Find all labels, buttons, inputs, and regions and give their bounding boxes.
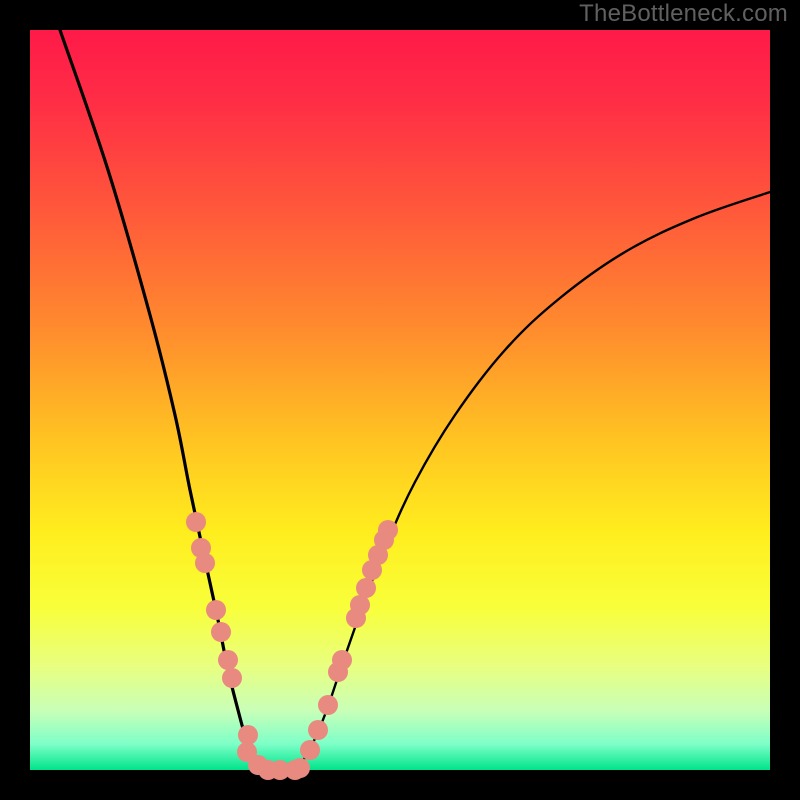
watermark-text: TheBottleneck.com — [579, 0, 788, 28]
bottleneck-chart-svg — [0, 0, 800, 800]
data-marker — [332, 650, 352, 670]
data-marker — [195, 553, 215, 573]
data-marker — [350, 595, 370, 615]
data-marker — [308, 720, 328, 740]
data-marker — [218, 650, 238, 670]
data-marker — [222, 668, 242, 688]
data-marker — [211, 622, 231, 642]
data-marker — [318, 695, 338, 715]
data-marker — [186, 512, 206, 532]
data-marker — [290, 758, 310, 778]
data-marker — [356, 578, 376, 598]
gradient-plot-area — [30, 30, 770, 770]
chart-canvas: TheBottleneck.com — [0, 0, 800, 800]
data-marker — [238, 725, 258, 745]
data-marker — [300, 740, 320, 760]
data-marker — [378, 520, 398, 540]
data-marker — [206, 600, 226, 620]
